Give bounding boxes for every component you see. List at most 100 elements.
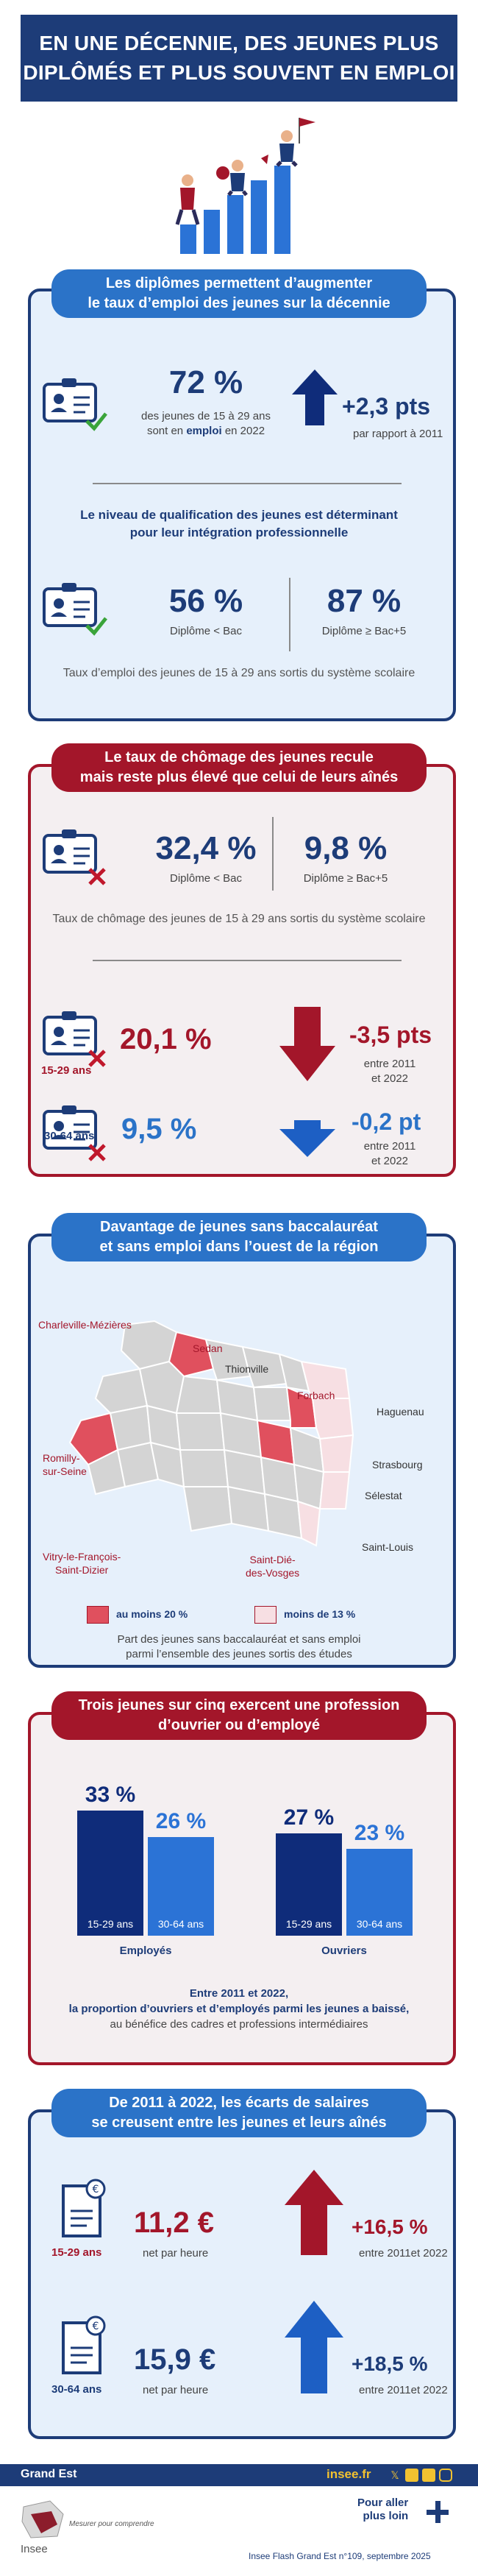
arrow-up-icon xyxy=(292,369,338,425)
note-line: Part des jeunes sans baccalauréat et san… xyxy=(117,1633,361,1646)
legend-swatch-high xyxy=(87,1606,109,1624)
heading-line: le taux d’emploi des jeunes sur la décen… xyxy=(88,295,390,311)
legend-label-low: moins de 13 % xyxy=(284,1608,356,1620)
city-line: Saint-Dié- xyxy=(249,1554,296,1565)
divider xyxy=(272,817,274,891)
note-line: au bénéfice des cadres et professions in… xyxy=(110,2018,368,2031)
section-unemployment-heading: Le taux de chômage des jeunes recule mai… xyxy=(51,743,427,792)
wage-old: 15,9 € xyxy=(134,2343,216,2376)
city-line: Vitry-le-François- xyxy=(43,1551,121,1563)
desc-line: sont en emploi en 2022 xyxy=(121,424,290,439)
section-wages-heading: De 2011 à 2022, les écarts de salaires s… xyxy=(51,2089,427,2137)
more-info-link[interactable]: Pour aller plus loin xyxy=(357,2497,408,2523)
id-card-cross-icon xyxy=(43,829,106,885)
section-wages xyxy=(28,2109,456,2439)
employment-label-low: Diplôme < Bac xyxy=(170,625,242,637)
plus-icon[interactable] xyxy=(427,2501,449,2523)
employment-note: Taux d’emploi des jeunes de 15 à 29 ans … xyxy=(63,667,415,679)
wage-age-young: 15-29 ans xyxy=(51,2246,102,2259)
city-saintdie: Saint-Dié- des-Vosges xyxy=(246,1553,299,1579)
section-map-heading: Davantage de jeunes sans baccalauréat et… xyxy=(51,1213,427,1262)
id-card-cross-icon xyxy=(43,1105,106,1161)
city-selestat: Sélestat xyxy=(365,1490,402,1501)
page-title-line2: DIPLÔMÉS ET PLUS SOUVENT EN EMPLOI xyxy=(23,61,455,84)
employment-rate: 72 % xyxy=(168,364,243,400)
footer-region: Grand Est xyxy=(21,2468,77,2480)
subheading-line: pour leur intégration professionnelle xyxy=(129,526,349,539)
unemployment-old: 9,5 % xyxy=(121,1113,197,1145)
heading-line: Davantage de jeunes sans baccalauréat xyxy=(100,1219,378,1235)
city-forbach: Forbach xyxy=(297,1390,335,1401)
footer-reference: Insee Flash Grand Est n°109, septembre 2… xyxy=(249,2551,431,2561)
unemployment-young-period: entre 2011 et 2022 xyxy=(353,1057,427,1086)
employment-change: +2,3 pts xyxy=(342,393,431,420)
city-charleville: Charleville-Mézières xyxy=(38,1319,132,1331)
heading-line: se creusent entre les jeunes et leurs aî… xyxy=(91,2115,387,2131)
instagram-icon[interactable] xyxy=(439,2469,452,2482)
footer-brand: Insee xyxy=(21,2543,48,2555)
linkedin-icon[interactable] xyxy=(422,2469,435,2482)
section-employment-heading: Les diplômes permettent d’augmenter le t… xyxy=(51,269,427,318)
more-line: Pour aller xyxy=(357,2497,409,2509)
wage-age-old: 30-64 ans xyxy=(51,2383,102,2396)
payslip-euro-icon: € xyxy=(62,2179,106,2237)
city-line: Romilly- xyxy=(43,1452,80,1464)
employment-label-high: Diplôme ≥ Bac+5 xyxy=(321,625,407,637)
legend-swatch-low xyxy=(254,1606,277,1624)
heading-line: et sans emploi dans l’ouest de la région xyxy=(99,1239,379,1255)
arrow-up-icon xyxy=(285,2301,343,2393)
desc-bold: emploi xyxy=(186,425,222,437)
unemployment-label-low: Diplôme < Bac xyxy=(170,872,242,885)
city-strasbourg: Strasbourg xyxy=(372,1459,423,1471)
heading-line: Le taux de chômage des jeunes recule xyxy=(104,749,374,765)
wage-young-unit: net par heure xyxy=(143,2247,209,2260)
id-card-check-icon xyxy=(43,378,107,431)
period-line: entre 2011 xyxy=(363,1140,416,1153)
social-icons: 𝕏 xyxy=(388,2469,452,2482)
note-line: la proportion d’ouvriers et d’employés p… xyxy=(68,2003,410,2015)
unemployment-note: Taux de chômage des jeunes de 15 à 29 an… xyxy=(52,913,426,925)
footer-site-link[interactable]: insee.fr xyxy=(327,2467,371,2481)
city-line: Saint-Dizier xyxy=(54,1564,109,1576)
unemployment-young: 20,1 % xyxy=(120,1023,212,1055)
wage-old-period: entre 2011et 2022 xyxy=(359,2384,448,2396)
wage-old-change: +18,5 % xyxy=(352,2352,428,2375)
legend-label-high: au moins 20 % xyxy=(116,1608,188,1620)
page-title: EN UNE DÉCENNIE, DES JEUNES PLUS DIPLÔMÉ… xyxy=(21,15,457,102)
payslip-euro-icon: € xyxy=(62,2315,106,2374)
arrow-down-icon xyxy=(279,1007,335,1081)
svg-text:€: € xyxy=(93,2184,99,2195)
note-line: parmi l’ensemble des jeunes sortis des é… xyxy=(126,1648,352,1660)
footer-bar xyxy=(0,2464,478,2486)
city-romilly: Romilly- sur-Seine xyxy=(43,1451,87,1478)
wage-young: 11,2 € xyxy=(134,2207,215,2239)
desc-text: sont en xyxy=(146,425,187,437)
heading-line: Les diplômes permettent d’augmenter xyxy=(105,275,373,291)
footer-tagline: Mesurer pour comprendre xyxy=(69,2520,154,2528)
qualification-subheading: Le niveau de qualification des jeunes es… xyxy=(44,506,434,542)
age-label-old: 30-64 ans xyxy=(44,1130,95,1142)
divider xyxy=(93,483,402,484)
heading-line: d’ouvrier ou d’employé xyxy=(157,1717,321,1733)
region-map xyxy=(68,1320,354,1547)
unemployment-old-change: -0,2 pt xyxy=(352,1108,421,1135)
employment-rate-desc: des jeunes de 15 à 29 ans sont en emploi… xyxy=(121,409,290,439)
desc-line: des jeunes de 15 à 29 ans xyxy=(141,410,271,422)
heading-line: De 2011 à 2022, les écarts de salaires xyxy=(109,2095,369,2111)
employment-rate-low: 56 % xyxy=(168,583,243,619)
note-line: Entre 2011 et 2022, xyxy=(189,1987,289,2000)
unemployment-young-change: -3,5 pts xyxy=(349,1022,432,1048)
divider xyxy=(93,960,402,961)
section-occupation-heading: Trois jeunes sur cinq exercent une profe… xyxy=(51,1691,427,1740)
map-note: Part des jeunes sans baccalauréat et san… xyxy=(74,1632,404,1662)
x-icon[interactable]: 𝕏 xyxy=(390,2469,399,2481)
employment-change-desc: par rapport à 2011 xyxy=(353,428,443,440)
unemployment-rate-low: 32,4 % xyxy=(155,830,257,866)
period-line: entre 2011 xyxy=(363,1058,416,1070)
occupation-note: Entre 2011 et 2022, la proportion d’ouvr… xyxy=(44,1986,434,2032)
more-line: plus loin xyxy=(363,2510,409,2522)
desc-text: en 2022 xyxy=(221,425,265,437)
youtube-icon[interactable] xyxy=(405,2469,418,2482)
city-vitry: Vitry-le-François- Saint-Dizier xyxy=(43,1550,121,1577)
wage-young-period: entre 2011et 2022 xyxy=(359,2247,448,2260)
